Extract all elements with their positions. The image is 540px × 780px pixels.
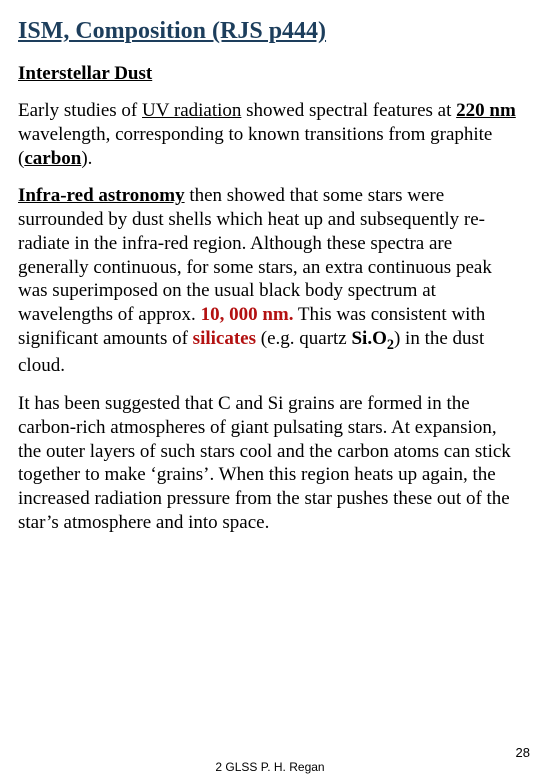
text: (e.g. quartz <box>256 328 351 349</box>
sio-sub: 2 <box>387 337 394 353</box>
page-title: ISM, Composition (RJS p444) <box>18 18 522 45</box>
text: ). <box>81 148 92 169</box>
sio-base: Si.O <box>351 328 386 349</box>
silicates: silicates <box>193 328 256 349</box>
value-10000nm: 10, 000 nm. <box>201 304 294 325</box>
uv-radiation: UV radiation <box>142 100 241 121</box>
section-subtitle: Interstellar Dust <box>18 63 522 85</box>
carbon: carbon <box>24 148 81 169</box>
text: showed spectral features at <box>241 100 456 121</box>
text: Early studies of <box>18 100 142 121</box>
infra-red-astronomy: Infra-red astronomy <box>18 185 185 206</box>
paragraph-3: It has been suggested that C and Si grai… <box>18 392 522 535</box>
sio2: Si.O2 <box>351 328 394 349</box>
paragraph-2: Infra-red astronomy then showed that som… <box>18 184 522 378</box>
footer-text: 2 GLSS P. H. Regan <box>0 760 540 774</box>
page-number: 28 <box>516 745 530 760</box>
wavelength-220nm: 220 nm <box>456 100 516 121</box>
paragraph-1: Early studies of UV radiation showed spe… <box>18 99 522 170</box>
